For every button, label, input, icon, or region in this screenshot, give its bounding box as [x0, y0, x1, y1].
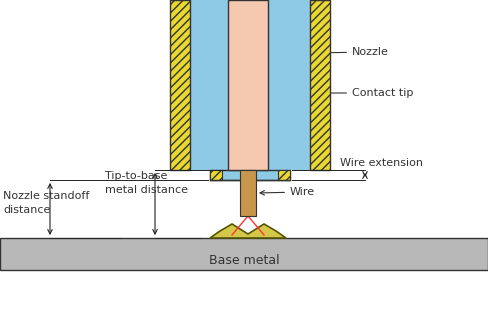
Text: Tip-to-base
metal distance: Tip-to-base metal distance	[105, 172, 188, 195]
Text: Nozzle standoff
distance: Nozzle standoff distance	[3, 192, 89, 215]
Bar	[170, 0, 190, 170]
Text: Base metal: Base metal	[209, 255, 279, 268]
Text: Wire: Wire	[260, 187, 315, 197]
Bar	[278, 170, 290, 180]
Bar	[310, 0, 330, 170]
Bar	[210, 170, 222, 180]
Bar	[210, 170, 222, 180]
Bar	[0, 238, 488, 270]
Polygon shape	[210, 224, 286, 238]
Text: Contact tip: Contact tip	[272, 88, 413, 98]
Bar	[240, 170, 256, 216]
Text: Wire extension: Wire extension	[340, 158, 423, 168]
Bar	[278, 170, 290, 180]
Bar	[310, 0, 330, 170]
Bar	[190, 0, 228, 170]
Bar	[268, 0, 310, 170]
Bar	[228, 0, 268, 170]
Bar	[210, 170, 290, 180]
Text: Nozzle: Nozzle	[316, 47, 389, 57]
Bar	[170, 0, 190, 170]
